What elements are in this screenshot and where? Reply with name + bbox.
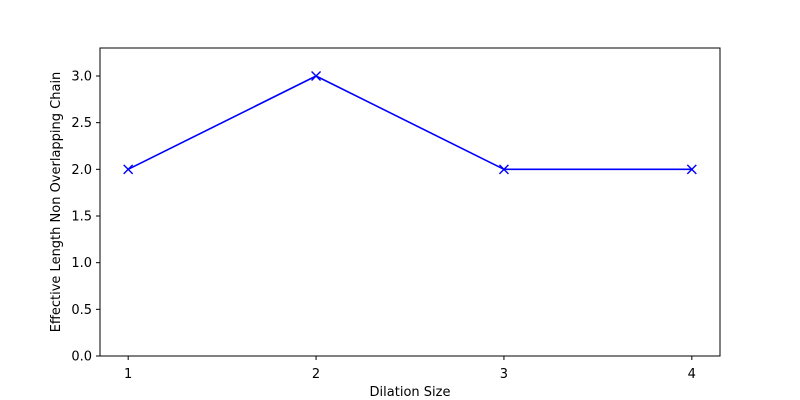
y-tick-label: 2.0 (71, 163, 92, 178)
data-point-marker (123, 164, 134, 175)
y-tick-label: 1.0 (71, 256, 92, 271)
y-axis-ticks: 0.0 0.5 1.0 1.5 2.0 2.5 3.0 (71, 70, 100, 365)
data-point-marker (686, 164, 697, 175)
axes-background (100, 48, 720, 356)
x-axis-label: Dilation Size (370, 385, 451, 400)
y-tick-label: 3.0 (71, 70, 92, 85)
y-tick-label: 0.0 (71, 350, 92, 365)
axes-frame (99, 47, 721, 357)
y-tick-label: 1.5 (71, 210, 92, 225)
x-tick-label: 2 (312, 367, 320, 382)
series-line (127, 75, 692, 171)
y-tick-label: 2.5 (71, 116, 92, 131)
data-point-marker (498, 164, 509, 175)
plot-area (100, 48, 720, 356)
x-tick-label: 4 (688, 367, 696, 382)
y-axis-label: Effective Length Non Overlapping Chain (49, 72, 64, 333)
x-tick-label: 3 (500, 367, 508, 382)
data-point-marker (311, 71, 322, 81)
series-layer (123, 71, 697, 175)
x-tick-label: 1 (124, 367, 132, 382)
y-tick-label: 0.5 (71, 303, 92, 318)
x-axis-ticks: 1 2 3 4 (124, 356, 696, 382)
